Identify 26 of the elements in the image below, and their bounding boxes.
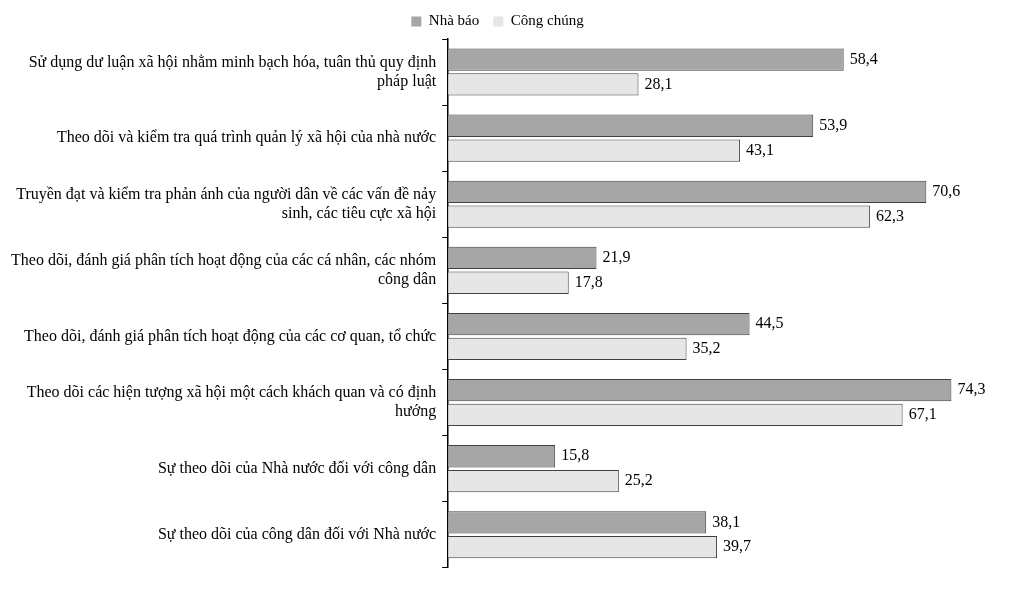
data-label: 58,4 — [849, 49, 878, 67]
data-label: 38,1 — [712, 512, 741, 530]
data-label: 35,2 — [692, 339, 721, 357]
y-tick-label: Theo dõi, đánh giá phân tích hoạt động của các cá nhân, các nhóm công dân — [11, 250, 437, 289]
y-tick-label: Theo dõi, đánh giá phân tích hoạt động của các cơ quan, tổ chức — [24, 326, 437, 345]
data-label: 44,5 — [755, 314, 784, 332]
data-label: 53,9 — [819, 115, 848, 133]
y-tick-label: Truyền đạt và kiểm tra phản ánh của người dân về các vấn đề nảy sinh, các tiêu cực xã hội — [16, 184, 437, 222]
y-tick-label: Sự theo dõi của công dân đối với Nhà nước — [157, 524, 437, 543]
data-label: 25,2 — [624, 471, 653, 489]
y-tick-label: Sử dụng dư luận xã hội nhằm minh bạch hóa, tuân thủ quy định pháp luật — [28, 52, 437, 90]
y-tick-label: Theo dõi và kiểm tra quá trình quản lý xã hội của nhà nước — [56, 128, 437, 147]
data-label: 15,8 — [561, 446, 590, 464]
data-label: 70,6 — [932, 182, 961, 200]
data-label: 62,3 — [876, 206, 905, 224]
data-label: 39,7 — [723, 537, 752, 555]
data-label: 21,9 — [602, 248, 631, 266]
legend-label: Nhà báo — [428, 12, 480, 29]
data-label: 17,8 — [574, 272, 603, 290]
data-label: 28,1 — [644, 74, 673, 92]
y-tick-label: Theo dõi các hiện tượng xã hội một cách khách quan và có định hướng — [26, 383, 437, 421]
data-label: 43,1 — [746, 140, 775, 158]
data-label: 74,3 — [957, 380, 986, 398]
y-tick-label: Sự theo dõi của Nhà nước đối với công dân — [157, 458, 437, 477]
data-label: 67,1 — [908, 405, 937, 423]
legend-label: Công chúng — [510, 12, 585, 29]
